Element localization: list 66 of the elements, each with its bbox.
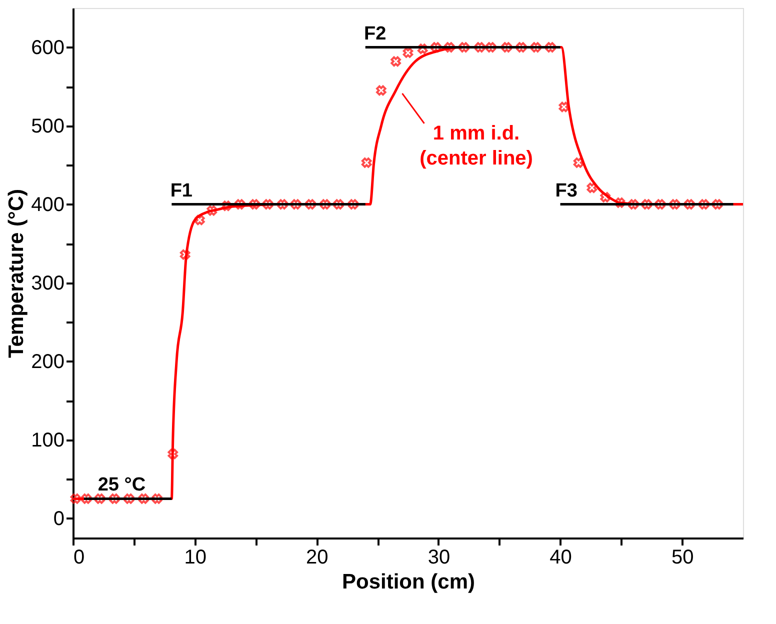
point: [320, 199, 330, 210]
y-tick-label: 300: [31, 272, 64, 294]
y-tick-label: 100: [31, 429, 64, 452]
point: [305, 199, 316, 210]
point: [194, 214, 205, 226]
y-tick-label: 200: [31, 350, 64, 373]
point: [530, 42, 542, 52]
x-tick-label: 40: [550, 546, 572, 568]
point: [277, 199, 288, 210]
annotation: F1: [170, 180, 193, 202]
point: [670, 199, 680, 210]
point: [430, 42, 442, 52]
point: [81, 494, 92, 504]
x-tick-label: 30: [428, 546, 450, 568]
point: [206, 205, 218, 216]
annotation: F2: [364, 23, 386, 44]
point: [262, 199, 274, 210]
point: [417, 44, 428, 54]
x-tick-label: 0: [74, 546, 85, 568]
point: [444, 42, 455, 52]
annotation: 1 mm i.d. (center line): [420, 122, 533, 170]
point: [180, 249, 190, 260]
point: [600, 192, 610, 202]
point: [152, 494, 162, 504]
y-tick-label: 500: [31, 115, 64, 138]
point: [109, 494, 120, 504]
point: [138, 494, 149, 504]
point: [390, 56, 401, 67]
y-tick-label: 600: [31, 36, 64, 59]
point: [516, 42, 526, 52]
x-axis-title: Position (cm): [342, 570, 476, 594]
x-tick-label: 50: [671, 546, 694, 568]
point: [168, 448, 178, 460]
point: [642, 199, 652, 210]
point: [628, 199, 639, 210]
x-tick-label: 10: [184, 546, 206, 568]
point: [586, 182, 598, 193]
point: [70, 494, 81, 504]
point: [124, 494, 134, 504]
point: [712, 199, 723, 210]
point: [234, 199, 246, 210]
point: [333, 199, 344, 210]
point: [249, 199, 260, 210]
y-tick-label: 0: [53, 508, 64, 530]
y-tick-label: 400: [31, 194, 64, 216]
point: [573, 158, 584, 168]
point: [402, 48, 414, 58]
point: [558, 102, 570, 112]
point: [94, 494, 105, 504]
x-tick-label: 20: [306, 546, 328, 568]
point: [348, 199, 358, 210]
annotation: 25 °C: [98, 474, 146, 496]
point: [502, 42, 512, 52]
annotation: F3: [555, 180, 578, 202]
y-axis-title: Temperature (°C): [5, 188, 28, 358]
point: [361, 158, 372, 168]
point: [376, 85, 386, 96]
point: [655, 199, 666, 210]
point: [458, 42, 470, 52]
point: [614, 198, 626, 208]
point: [290, 199, 302, 210]
point: [545, 42, 556, 52]
point: [684, 199, 695, 210]
point: [698, 199, 710, 210]
point: [474, 42, 486, 52]
point: [486, 42, 496, 52]
